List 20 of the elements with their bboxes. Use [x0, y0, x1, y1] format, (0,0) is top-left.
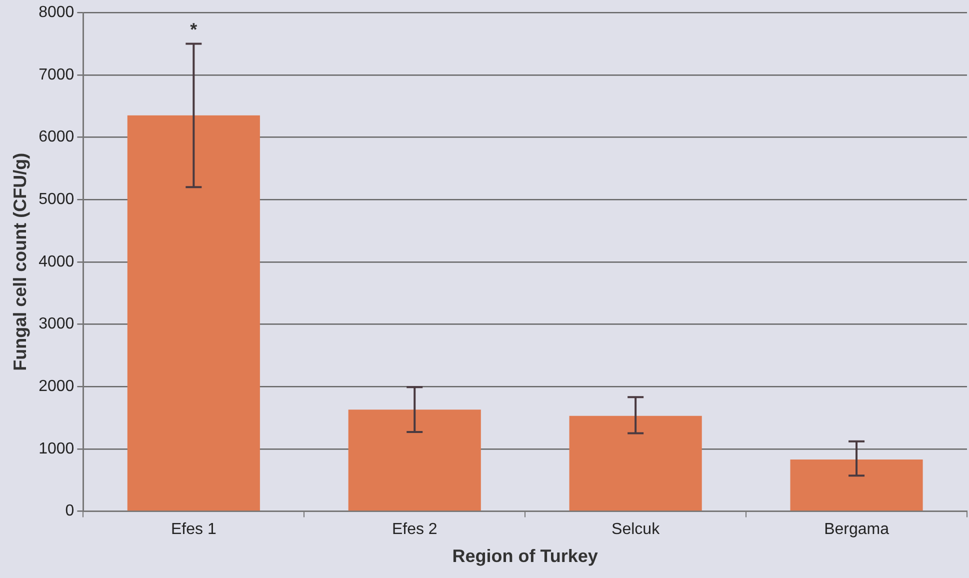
- y-tick-label: 3000: [38, 316, 74, 333]
- bar: [127, 115, 260, 511]
- y-tick-label: 8000: [38, 4, 74, 22]
- bar: [348, 410, 481, 511]
- y-tick-label: 7000: [38, 66, 74, 84]
- x-tick-label: Efes 2: [392, 521, 438, 538]
- y-tick-label: 0: [65, 502, 74, 520]
- x-tick-label: Bergama: [824, 521, 890, 538]
- y-tick-label: 2000: [38, 378, 74, 395]
- x-axis-title: Region of Turkey: [452, 546, 598, 566]
- bar: [790, 459, 923, 511]
- y-axis-title: Fungal cell count (CFU/g): [10, 152, 30, 371]
- x-tick-label: Selcuk: [612, 521, 661, 538]
- y-tick-label: 5000: [38, 190, 74, 208]
- y-tick-label: 4000: [38, 253, 74, 270]
- y-tick-label: 1000: [38, 440, 74, 458]
- x-tick-label: Efes 1: [170, 521, 216, 538]
- y-tick-label: 6000: [38, 128, 74, 146]
- bar: [569, 416, 702, 511]
- annotation: *: [190, 20, 198, 40]
